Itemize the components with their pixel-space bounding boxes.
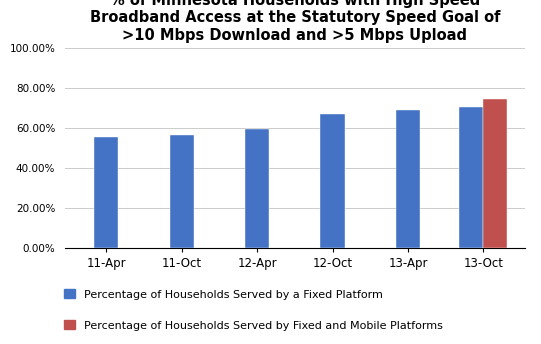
Bar <box>483 99 507 248</box>
Bar <box>396 110 420 248</box>
Title: % of Minnesota Households with High Speed
Broadband Access at the Statutory Spee: % of Minnesota Households with High Spee… <box>90 0 500 43</box>
Bar <box>170 135 194 248</box>
Bar <box>245 129 269 248</box>
Bar <box>459 107 483 248</box>
Legend: Percentage of Households Served by a Fixed Platform: Percentage of Households Served by a Fix… <box>60 285 387 304</box>
Legend: Percentage of Households Served by Fixed and Mobile Platforms: Percentage of Households Served by Fixed… <box>60 316 447 335</box>
Bar <box>320 115 345 248</box>
Bar <box>94 137 118 248</box>
